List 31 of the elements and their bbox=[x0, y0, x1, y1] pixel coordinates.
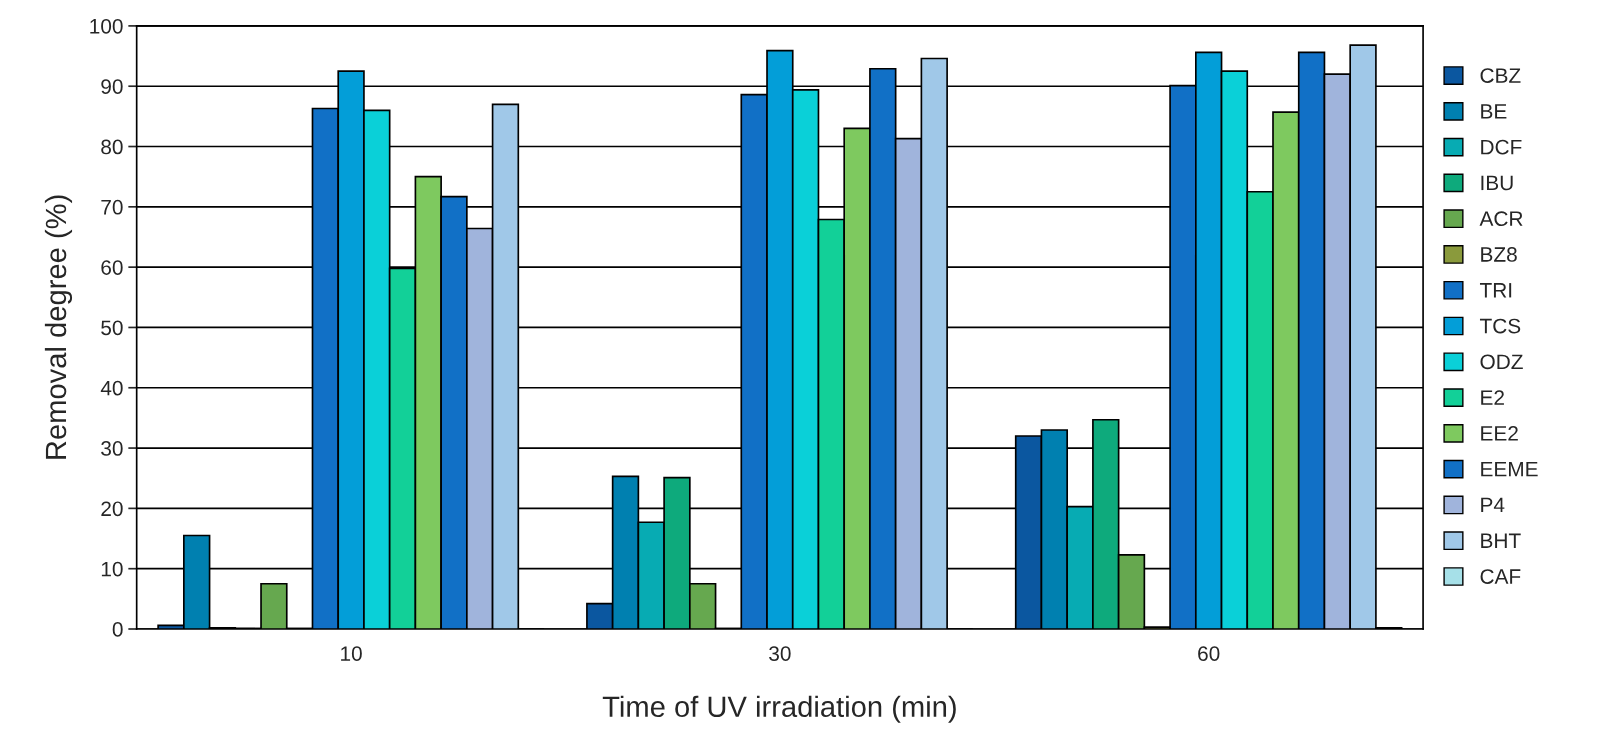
legend-label: TRI bbox=[1479, 283, 1512, 298]
y-tick-label: 10 bbox=[101, 561, 123, 577]
x-axis-title: Time of UV irradiation (min) bbox=[602, 695, 956, 723]
legend-label: BE bbox=[1481, 104, 1507, 119]
y-tick-label: 50 bbox=[101, 320, 123, 336]
x-tick-label: 10 bbox=[341, 646, 362, 661]
legend-label: EE2 bbox=[1481, 426, 1518, 441]
legend-label: CBZ bbox=[1480, 68, 1521, 83]
x-tick-label: 30 bbox=[769, 646, 791, 661]
y-tick-label: 70 bbox=[101, 199, 123, 215]
y-tick-label: 80 bbox=[101, 139, 123, 155]
legend-label: BZ8 bbox=[1481, 247, 1517, 262]
x-tick-label: 60 bbox=[1198, 646, 1220, 661]
legend-label: IBU bbox=[1481, 175, 1513, 191]
y-axis-title: Removal degree (%) bbox=[44, 195, 73, 459]
y-tick-label: 0 bbox=[112, 622, 123, 637]
y-tick-label: 40 bbox=[100, 380, 123, 396]
legend-label: BHT bbox=[1481, 533, 1521, 548]
y-tick-label: 90 bbox=[101, 79, 123, 94]
legend-label: ODZ bbox=[1480, 354, 1523, 370]
legend-label: P4 bbox=[1481, 497, 1505, 513]
legend-label: DCF bbox=[1481, 139, 1522, 155]
legend-label: CAF bbox=[1480, 569, 1521, 584]
y-tick-label: 100 bbox=[90, 18, 123, 34]
legend-label: E2 bbox=[1481, 390, 1504, 405]
legend-label: ACR bbox=[1479, 211, 1523, 227]
y-tick-label: 30 bbox=[101, 441, 123, 456]
y-tick-label: 20 bbox=[101, 501, 123, 517]
legend-label: TCS bbox=[1479, 318, 1521, 334]
legend-label: EEME bbox=[1481, 462, 1538, 477]
y-tick-label: 60 bbox=[101, 260, 123, 275]
